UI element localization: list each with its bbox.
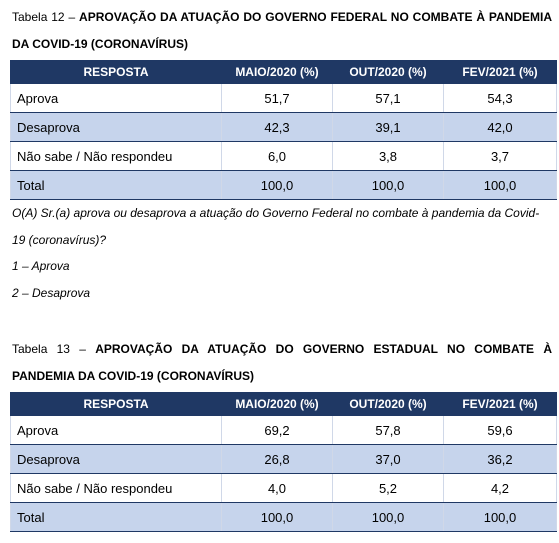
label-cell: Desaprova	[10, 112, 222, 142]
header-row: RESPOSTA MAIO/2020 (%) OUT/2020 (%) FEV/202…	[10, 60, 557, 84]
table-notes: O(A) Sr.(a) aprova ou desaprova a atuaçã…	[10, 200, 552, 306]
column-header: OUT/2020 (%)	[332, 60, 444, 84]
data-table: RESPOSTA MAIO/2020 (%) OUT/2020 (%) FEV/202…	[10, 392, 557, 532]
value-cell: 42,0	[443, 112, 557, 142]
label-cell: Total	[10, 502, 222, 532]
table-heading: APROVAÇÃO DA ATUAÇÃO DO GOVERNO FEDERAL …	[12, 10, 552, 51]
table-row: Aprova 69,2 57,8 59,6	[10, 415, 557, 445]
value-cell: 57,1	[332, 83, 444, 113]
column-header: MAIO/2020 (%)	[221, 60, 333, 84]
data-table: RESPOSTA MAIO/2020 (%) OUT/2020 (%) FEV/202…	[10, 60, 557, 200]
column-header: FEV/2021 (%)	[443, 392, 557, 416]
column-header: OUT/2020 (%)	[332, 392, 444, 416]
value-cell: 4,0	[221, 473, 333, 503]
value-cell: 100,0	[221, 170, 333, 200]
label-cell: Total	[10, 170, 222, 200]
table-row: Desaprova 42,3 39,1 42,0	[10, 112, 557, 142]
header-row: RESPOSTA MAIO/2020 (%) OUT/2020 (%) FEV/202…	[10, 392, 557, 416]
value-cell: 59,6	[443, 415, 557, 445]
value-cell: 51,7	[221, 83, 333, 113]
column-header: FEV/2021 (%)	[443, 60, 557, 84]
value-cell: 42,3	[221, 112, 333, 142]
table-label: Tabela 13 –	[12, 342, 86, 356]
table-section: Tabela 13 – APROVAÇÃO DA ATUAÇÃO DO GOVE…	[10, 336, 557, 532]
note: 1 – Aprova	[12, 259, 70, 273]
table-row: Aprova 51,7 57,1 54,3	[10, 83, 557, 113]
value-cell: 3,7	[443, 141, 557, 171]
value-cell: 39,1	[332, 112, 444, 142]
column-header: MAIO/2020 (%)	[221, 392, 333, 416]
table-section: Tabela 12 – APROVAÇÃO DA ATUAÇÃO DO GOVE…	[10, 4, 557, 306]
value-cell: 37,0	[332, 444, 444, 474]
value-cell: 26,8	[221, 444, 333, 474]
note: 2 – Desaprova	[12, 285, 91, 300]
label-cell: Desaprova	[10, 444, 222, 474]
table-row: Não sabe / Não respondeu 6,0 3,8 3,7	[10, 141, 557, 171]
table-row: Total 100,0 100,0 100,0	[10, 502, 557, 532]
column-header: RESPOSTA	[10, 392, 222, 416]
value-cell: 69,2	[221, 415, 333, 445]
value-cell: 54,3	[443, 83, 557, 113]
label-cell: Aprova	[10, 83, 222, 113]
value-cell: 100,0	[332, 170, 444, 200]
value-cell: 100,0	[221, 502, 333, 532]
column-header: RESPOSTA	[10, 60, 222, 84]
table-label: Tabela 12 –	[12, 10, 76, 24]
table-row: Não sabe / Não respondeu 4,0 5,2 4,2	[10, 473, 557, 503]
table-heading: APROVAÇÃO DA ATUAÇÃO DO GOVERNO ESTADUAL…	[12, 342, 552, 383]
label-cell: Aprova	[10, 415, 222, 445]
label-cell: Não sabe / Não respondeu	[10, 473, 222, 503]
value-cell: 6,0	[221, 141, 333, 171]
table-row: Desaprova 26,8 37,0 36,2	[10, 444, 557, 474]
value-cell: 5,2	[332, 473, 444, 503]
value-cell: 4,2	[443, 473, 557, 503]
value-cell: 57,8	[332, 415, 444, 445]
value-cell: 100,0	[443, 502, 557, 532]
value-cell: 100,0	[443, 170, 557, 200]
value-cell: 100,0	[332, 502, 444, 532]
table-row: Total 100,0 100,0 100,0	[10, 170, 557, 200]
value-cell: 3,8	[332, 141, 444, 171]
table-title: Tabela 12 – APROVAÇÃO DA ATUAÇÃO DO GOVE…	[10, 4, 552, 58]
table-title: Tabela 13 – APROVAÇÃO DA ATUAÇÃO DO GOVE…	[10, 336, 552, 390]
value-cell: 36,2	[443, 444, 557, 474]
note: O(A) Sr.(a) aprova ou desaprova a atuaçã…	[12, 206, 540, 247]
label-cell: Não sabe / Não respondeu	[10, 141, 222, 171]
